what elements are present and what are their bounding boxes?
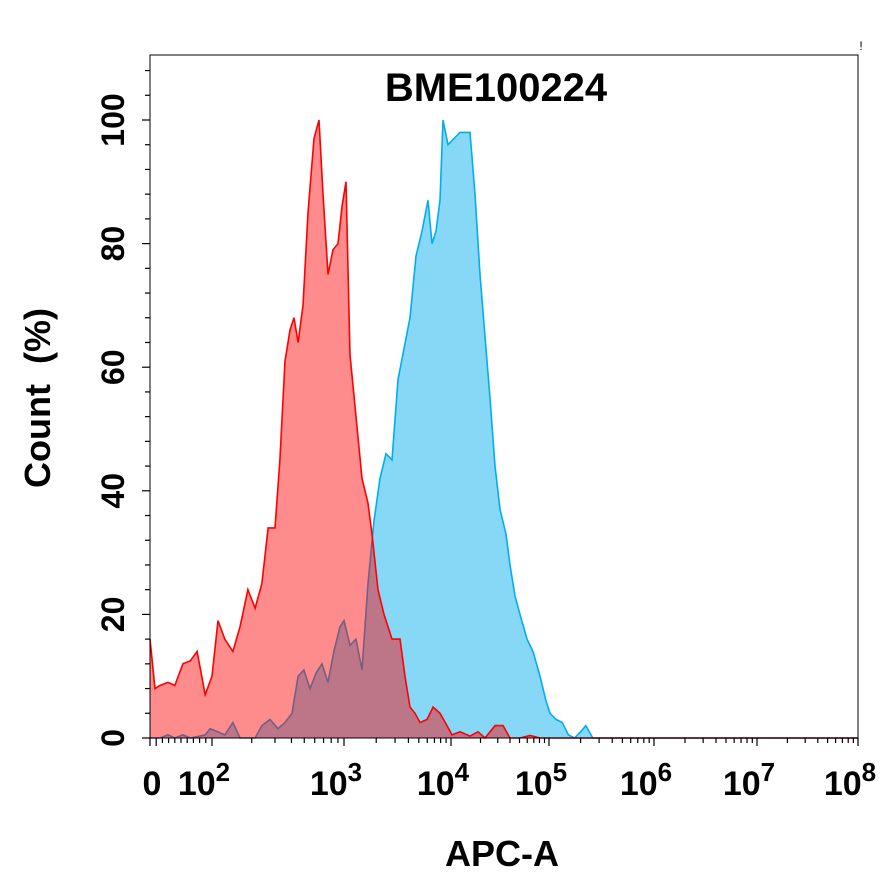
chart-title: BME100224	[385, 66, 608, 110]
x-axis: 0 102 103 104 105 106 107 108	[143, 738, 876, 803]
corner-mark: !	[859, 39, 862, 53]
x-axis-label: APC-A	[445, 833, 559, 874]
x-tick-base: 10	[723, 765, 761, 803]
x-tick-exponent: 3	[348, 757, 362, 787]
x-tick-label: 107	[723, 757, 775, 803]
x-tick-base: 10	[178, 765, 216, 803]
y-axis-label: Count (%)	[17, 308, 58, 488]
series-layer	[149, 119, 858, 740]
x-tick-exponent: 8	[862, 757, 876, 787]
y-axis: 0 20 40 60 80 100	[95, 69, 150, 747]
x-tick-label: 0	[143, 765, 162, 803]
y-tick-label: 100	[95, 93, 131, 146]
x-tick-base: 10	[310, 765, 348, 803]
x-tick-label: 108	[824, 757, 876, 803]
y-tick-label: 60	[95, 349, 131, 385]
y-tick-label: 80	[95, 226, 131, 262]
y-tick-label: 0	[95, 729, 131, 747]
x-tick-label: 103	[310, 757, 362, 803]
x-tick-base: 10	[515, 765, 553, 803]
y-tick-label: 20	[95, 597, 131, 633]
x-tick-label: 104	[417, 757, 470, 803]
x-tick-base: 10	[417, 765, 455, 803]
x-tick-base: 10	[824, 765, 862, 803]
x-tick-base: 0	[143, 765, 162, 803]
x-tick-label: 106	[620, 757, 672, 803]
x-tick-exponent: 7	[761, 757, 775, 787]
series-fill-1	[150, 120, 858, 738]
x-tick-base: 10	[620, 765, 658, 803]
y-tick-label: 40	[95, 473, 131, 509]
x-tick-exponent: 6	[658, 757, 672, 787]
x-tick-label: 105	[515, 757, 567, 803]
x-tick-label: 102	[178, 757, 230, 803]
x-tick-exponent: 4	[455, 757, 470, 787]
series-line-1	[149, 119, 858, 740]
plot-frame	[149, 54, 859, 739]
x-tick-exponent: 5	[553, 757, 567, 787]
x-tick-exponent: 2	[216, 757, 230, 787]
series-fill-0	[150, 120, 858, 738]
